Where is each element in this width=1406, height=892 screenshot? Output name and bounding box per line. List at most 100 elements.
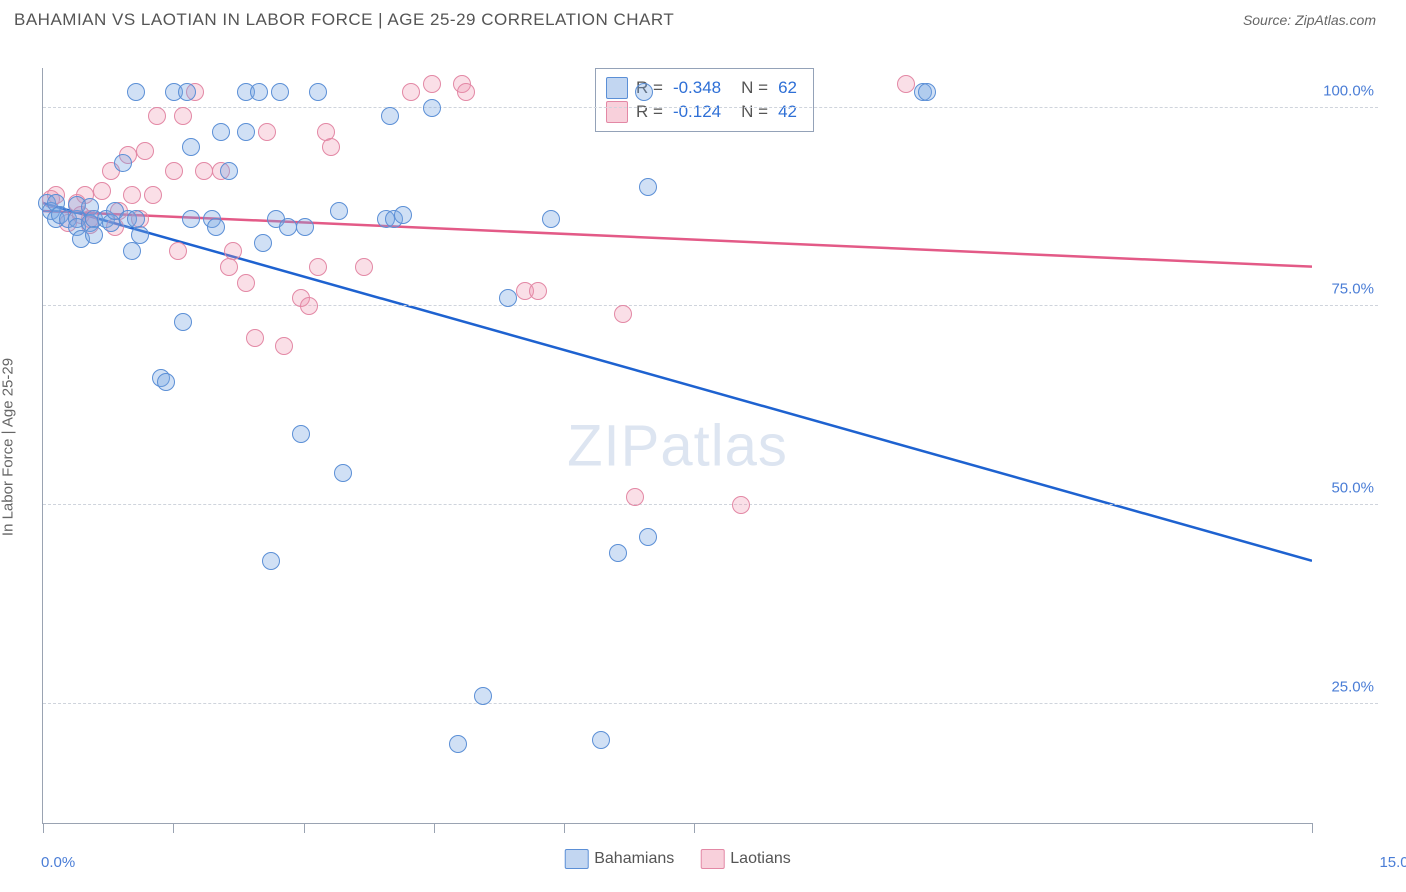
n-value-a: 62 xyxy=(778,78,797,98)
plot-area: ZIPatlas R = -0.348 N = 62 R = -0.124 N … xyxy=(42,68,1312,824)
legend-label-a: Bahamians xyxy=(594,850,674,867)
scatter-point-bahamians xyxy=(178,83,196,101)
legend-item-laotians: Laotians xyxy=(700,849,791,869)
scatter-point-laotians xyxy=(423,75,441,93)
gridline xyxy=(43,305,1378,306)
n-value-b: 42 xyxy=(778,102,797,122)
x-tick xyxy=(43,823,44,833)
scatter-point-bahamians xyxy=(250,83,268,101)
scatter-point-bahamians xyxy=(330,202,348,220)
scatter-point-laotians xyxy=(174,107,192,125)
y-axis-label: In Labor Force | Age 25-29 xyxy=(0,358,17,536)
scatter-point-laotians xyxy=(165,162,183,180)
gridline xyxy=(43,107,1378,108)
swatch-bahamians-icon xyxy=(606,77,628,99)
scatter-point-bahamians xyxy=(85,226,103,244)
scatter-point-laotians xyxy=(355,258,373,276)
x-tick xyxy=(1312,823,1313,833)
scatter-point-bahamians xyxy=(639,528,657,546)
scatter-point-bahamians xyxy=(279,218,297,236)
n-label-a: N = xyxy=(741,78,768,98)
chart-source: Source: ZipAtlas.com xyxy=(1243,12,1376,28)
scatter-point-bahamians xyxy=(918,83,936,101)
gridline xyxy=(43,703,1378,704)
scatter-point-bahamians xyxy=(292,425,310,443)
scatter-point-bahamians xyxy=(123,242,141,260)
scatter-point-bahamians xyxy=(423,99,441,117)
scatter-point-bahamians xyxy=(271,83,289,101)
scatter-point-bahamians xyxy=(474,687,492,705)
y-tick-label: 25.0% xyxy=(1331,678,1374,695)
scatter-point-laotians xyxy=(309,258,327,276)
scatter-point-laotians xyxy=(402,83,420,101)
scatter-point-laotians xyxy=(224,242,242,260)
scatter-point-bahamians xyxy=(212,123,230,141)
scatter-point-laotians xyxy=(148,107,166,125)
scatter-point-bahamians xyxy=(639,178,657,196)
scatter-point-bahamians xyxy=(182,210,200,228)
scatter-point-laotians xyxy=(220,258,238,276)
x-tick xyxy=(173,823,174,833)
r-value-b: -0.124 xyxy=(673,102,721,122)
series-legend: Bahamians Laotians xyxy=(564,849,791,869)
scatter-point-bahamians xyxy=(157,373,175,391)
x-tick xyxy=(434,823,435,833)
scatter-point-bahamians xyxy=(114,154,132,172)
scatter-point-laotians xyxy=(626,488,644,506)
y-tick-label: 100.0% xyxy=(1323,82,1374,99)
r-label-b: R = xyxy=(636,102,663,122)
scatter-point-bahamians xyxy=(262,552,280,570)
watermark: ZIPatlas xyxy=(567,412,788,479)
scatter-point-bahamians xyxy=(254,234,272,252)
scatter-point-bahamians xyxy=(635,83,653,101)
scatter-point-laotians xyxy=(897,75,915,93)
scatter-point-laotians xyxy=(322,138,340,156)
scatter-point-bahamians xyxy=(499,289,517,307)
scatter-point-bahamians xyxy=(309,83,327,101)
swatch-laotians-icon xyxy=(606,101,628,123)
scatter-point-laotians xyxy=(275,337,293,355)
scatter-point-laotians xyxy=(237,274,255,292)
chart-title: BAHAMIAN VS LAOTIAN IN LABOR FORCE | AGE… xyxy=(14,10,674,30)
scatter-point-laotians xyxy=(144,186,162,204)
swatch-laotians-icon xyxy=(700,849,724,869)
scatter-point-bahamians xyxy=(609,544,627,562)
scatter-point-bahamians xyxy=(592,731,610,749)
scatter-point-bahamians xyxy=(174,313,192,331)
x-axis-max-label: 15.0% xyxy=(1379,854,1406,871)
scatter-point-bahamians xyxy=(381,107,399,125)
x-axis-min-label: 0.0% xyxy=(41,854,75,871)
scatter-point-bahamians xyxy=(131,226,149,244)
scatter-point-laotians xyxy=(258,123,276,141)
scatter-point-laotians xyxy=(136,142,154,160)
scatter-point-laotians xyxy=(93,182,111,200)
scatter-point-bahamians xyxy=(127,83,145,101)
x-tick xyxy=(304,823,305,833)
y-tick-label: 75.0% xyxy=(1331,281,1374,298)
scatter-point-bahamians xyxy=(237,123,255,141)
scatter-point-bahamians xyxy=(542,210,560,228)
y-tick-label: 50.0% xyxy=(1331,480,1374,497)
scatter-point-laotians xyxy=(123,186,141,204)
n-label-b: N = xyxy=(741,102,768,122)
scatter-point-bahamians xyxy=(220,162,238,180)
scatter-point-bahamians xyxy=(296,218,314,236)
x-tick xyxy=(564,823,565,833)
scatter-point-laotians xyxy=(457,83,475,101)
x-tick xyxy=(694,823,695,833)
r-value-a: -0.348 xyxy=(673,78,721,98)
scatter-point-bahamians xyxy=(449,735,467,753)
scatter-point-bahamians xyxy=(334,464,352,482)
legend-label-b: Laotians xyxy=(730,850,791,867)
trend-lines xyxy=(43,68,1312,823)
swatch-bahamians-icon xyxy=(564,849,588,869)
scatter-point-bahamians xyxy=(182,138,200,156)
scatter-point-bahamians xyxy=(207,218,225,236)
scatter-point-laotians xyxy=(529,282,547,300)
stats-legend: R = -0.348 N = 62 R = -0.124 N = 42 xyxy=(595,68,814,132)
scatter-point-laotians xyxy=(246,329,264,347)
scatter-point-laotians xyxy=(169,242,187,260)
scatter-point-laotians xyxy=(195,162,213,180)
gridline xyxy=(43,504,1378,505)
scatter-point-laotians xyxy=(732,496,750,514)
